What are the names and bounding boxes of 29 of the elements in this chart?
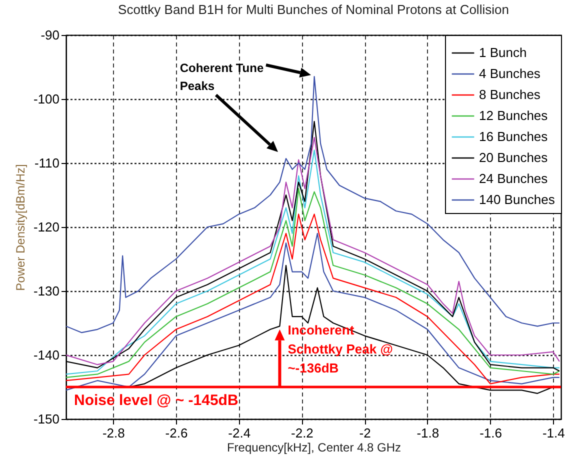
- y-tick-label: -90: [40, 28, 60, 42]
- y-tick-label: -140: [33, 348, 60, 362]
- chart-title: Scottky Band B1H for Multi Bunches of Nominal Protons at Collision: [118, 2, 509, 17]
- legend-label: 4 Bunches: [479, 66, 541, 81]
- y-tick-label: -110: [34, 156, 60, 170]
- legend-label: 140 Bunches: [479, 192, 556, 207]
- y-tick-label: -150: [33, 412, 60, 426]
- y-tick-label: -100: [33, 92, 60, 106]
- line-series: [66, 188, 560, 378]
- legend-label: 20 Bunches: [479, 150, 548, 165]
- x-tick-label: -1.8: [416, 426, 440, 440]
- x-tick-label: -1.4: [542, 426, 565, 440]
- y-tick-label: -120: [33, 220, 60, 234]
- legend-label: 1 Bunch: [479, 45, 527, 60]
- x-tick-label: -1.6: [480, 426, 502, 440]
- ref-line-label: Noise level @ ~ -145dB: [74, 392, 238, 409]
- x-axis-title: Frequency[kHz], Center 4.8 GHz: [226, 440, 402, 454]
- legend-label: 12 Bunches: [479, 108, 548, 123]
- y-tick-label: -130: [33, 284, 60, 298]
- legend-label: 16 Bunches: [479, 129, 548, 144]
- x-tick-label: -2.6: [165, 426, 188, 440]
- x-tick-label: -2.2: [291, 426, 314, 440]
- x-tick-label: -2.8: [102, 426, 125, 440]
- y-axis-title: Power Density[dBm/Hz]: [13, 164, 28, 291]
- x-tick-label: -2.4: [228, 426, 251, 440]
- x-tick-label: -2: [359, 426, 371, 440]
- legend-label: 24 Bunches: [479, 171, 548, 186]
- annotation: Coherent Tune Peaks: [180, 60, 264, 93]
- legend-label: 8 Bunches: [479, 87, 541, 102]
